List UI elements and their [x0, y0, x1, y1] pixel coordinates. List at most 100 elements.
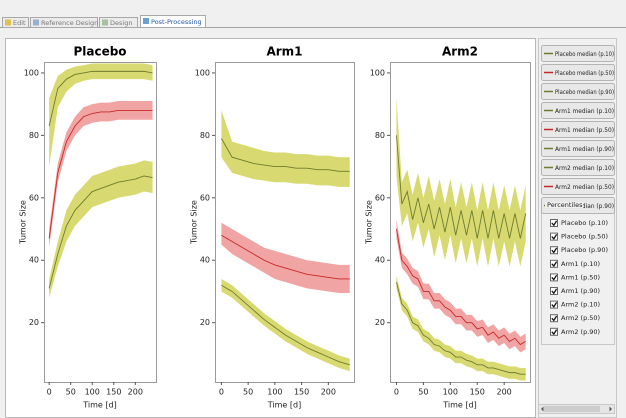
- tab-icon: [5, 19, 11, 26]
- checkbox[interactable]: [550, 219, 558, 227]
- checkbox-label: Arm2 (p.50): [561, 314, 600, 322]
- y-tick-label: 60: [29, 193, 39, 202]
- checkbox[interactable]: [550, 259, 558, 268]
- median-line: [48, 70, 153, 127]
- checkbox[interactable]: [550, 273, 558, 282]
- x-tick-label: 200: [128, 388, 143, 397]
- checkbox-label: Arm2 (p.10): [561, 301, 600, 309]
- x-axis-label: Time [d]: [442, 401, 476, 410]
- median-line: [221, 284, 350, 366]
- tab[interactable]: [2, 17, 29, 28]
- x-tick-label: 0: [219, 388, 224, 397]
- x-tick-label: 0: [394, 388, 399, 397]
- y-axis-label: Tumor Size: [19, 200, 28, 245]
- chart-title: Arm1: [266, 45, 302, 59]
- y-tick-label: 20: [29, 318, 39, 327]
- tab-icon: [143, 18, 149, 24]
- checkbox-label: Arm1 (p.90): [561, 287, 600, 295]
- series-button[interactable]: [541, 64, 615, 81]
- x-tick-label: 200: [497, 388, 512, 397]
- scroll-left[interactable]: [541, 406, 544, 412]
- y-tick-label: 20: [200, 318, 210, 327]
- y-tick-label: 60: [200, 193, 210, 202]
- series-button-label: Placebo median (p.50): [555, 69, 614, 77]
- median-line: [221, 234, 350, 280]
- checkbox-label: Arm1 (p.50): [561, 273, 600, 281]
- scroll-thumb[interactable]: [544, 406, 600, 412]
- chart-title: Arm2: [442, 45, 478, 59]
- checkmark: [551, 329, 558, 336]
- percentile-band: [49, 101, 153, 248]
- y-axis-label: Tumor Size: [190, 200, 199, 245]
- checkbox-label: Arm2 (p.90): [561, 328, 600, 336]
- checkmark: [551, 302, 558, 308]
- tab-label: Design: [110, 19, 132, 27]
- chart-title: Placebo: [73, 45, 126, 59]
- percentiles-title: Percentiles: [547, 201, 583, 209]
- x-tick-label: 150: [470, 388, 485, 397]
- percentile-band: [49, 160, 153, 298]
- x-tick-label: 150: [294, 388, 309, 397]
- y-tick-label: 100: [370, 68, 385, 77]
- median-line: [48, 109, 153, 239]
- percentile-band: [49, 63, 153, 167]
- x-tick-label: 200: [321, 388, 336, 397]
- y-tick-label: 60: [375, 193, 385, 202]
- y-tick-label: 100: [195, 68, 210, 77]
- y-tick-label: 40: [29, 256, 39, 265]
- series-button[interactable]: [541, 45, 615, 62]
- x-tick-label: 0: [47, 388, 52, 397]
- x-tick-label: 50: [418, 388, 428, 397]
- checkbox-label: Placebo (p.90): [561, 246, 608, 254]
- checkbox[interactable]: [550, 314, 558, 323]
- series-button-label: Arm2 median (p.10): [555, 164, 614, 172]
- checkmark: [551, 261, 558, 268]
- x-axis-label: Time [d]: [82, 401, 116, 410]
- checkmark: [551, 288, 558, 295]
- checkbox[interactable]: [550, 232, 558, 241]
- series-button-label: Arm1 median (p.50): [555, 126, 614, 134]
- y-tick-label: 20: [375, 318, 385, 327]
- percentile-band: [396, 97, 526, 267]
- y-tick-label: 80: [29, 131, 39, 140]
- tab-label: Post-Processing: [151, 18, 202, 26]
- x-tick-label: 100: [267, 388, 282, 397]
- x-tick-label: 50: [66, 388, 76, 397]
- group-title-bg: [545, 202, 583, 208]
- tab-label: Reference Design: [41, 19, 98, 27]
- series-button[interactable]: [541, 121, 615, 138]
- checkbox-label: Arm1 (p.10): [561, 260, 600, 268]
- series-button-label: Arm2 median (p.90): [555, 202, 614, 210]
- checkmark: [551, 220, 558, 227]
- checkmark: [551, 247, 558, 254]
- y-tick-label: 40: [375, 256, 385, 265]
- x-tick-label: 100: [443, 388, 458, 397]
- series-button[interactable]: [541, 102, 615, 119]
- tab[interactable]: [99, 17, 138, 28]
- series-button[interactable]: [541, 159, 615, 176]
- series-button[interactable]: [541, 83, 615, 100]
- series-button-label: Arm2 median (p.50): [555, 183, 614, 191]
- series-button-label: Arm1 median (p.90): [555, 145, 614, 153]
- x-tick-label: 50: [243, 388, 253, 397]
- tab-label: Edit: [13, 19, 26, 27]
- series-button[interactable]: [541, 140, 615, 157]
- checkbox[interactable]: [550, 287, 558, 295]
- checkmark: [551, 274, 558, 281]
- percentile-band: [221, 278, 350, 372]
- x-tick-label: 100: [85, 388, 100, 397]
- checkmark: [551, 315, 558, 322]
- checkbox[interactable]: [550, 327, 558, 336]
- y-axis-label: Tumor Size: [365, 200, 374, 245]
- scroll-right[interactable]: [609, 406, 613, 412]
- tab[interactable]: [140, 15, 206, 28]
- series-button[interactable]: [541, 178, 615, 195]
- tab[interactable]: [30, 17, 98, 28]
- percentile-band: [221, 110, 350, 187]
- checkbox-label: Placebo (p.10): [561, 219, 608, 227]
- median-line: [48, 175, 153, 289]
- checkbox[interactable]: [550, 246, 558, 255]
- median-line: [396, 135, 527, 239]
- checkbox[interactable]: [550, 300, 558, 309]
